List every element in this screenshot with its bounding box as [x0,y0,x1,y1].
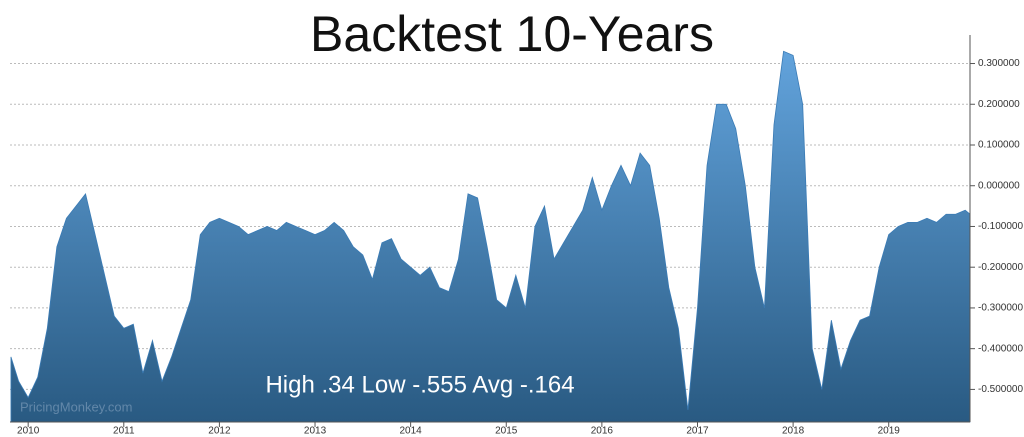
x-tick-label: 2015 [495,426,518,437]
x-tick-label: 2012 [208,426,231,437]
x-tick-label: 2013 [304,426,327,437]
y-tick-label: 0.200000 [978,99,1020,110]
x-tick-label: 2011 [113,426,135,437]
y-tick-label: 0.000000 [978,180,1020,191]
watermark: PricingMonkey.com [20,399,132,414]
x-tick-label: 2014 [400,426,423,437]
area [10,50,971,423]
y-tick-label: -0.100000 [978,221,1023,232]
y-tick-label: -0.300000 [978,303,1023,314]
x-tick-label: 2018 [782,426,805,437]
y-tick-label: -0.400000 [978,343,1023,354]
x-tick-label: 2017 [686,426,709,437]
y-tick-label: -0.500000 [978,384,1023,395]
x-tick-label: 2016 [591,426,614,437]
chart-title: Backtest 10-Years [310,6,714,62]
x-tick-label: 2010 [17,426,40,437]
annotation: High .34 Low -.555 Avg -.164 [265,371,574,398]
y-tick-label: 0.100000 [978,140,1020,151]
y-tick-label: 0.300000 [978,58,1020,69]
x-tick-label: 2019 [878,426,901,437]
y-tick-label: -0.200000 [978,262,1023,273]
